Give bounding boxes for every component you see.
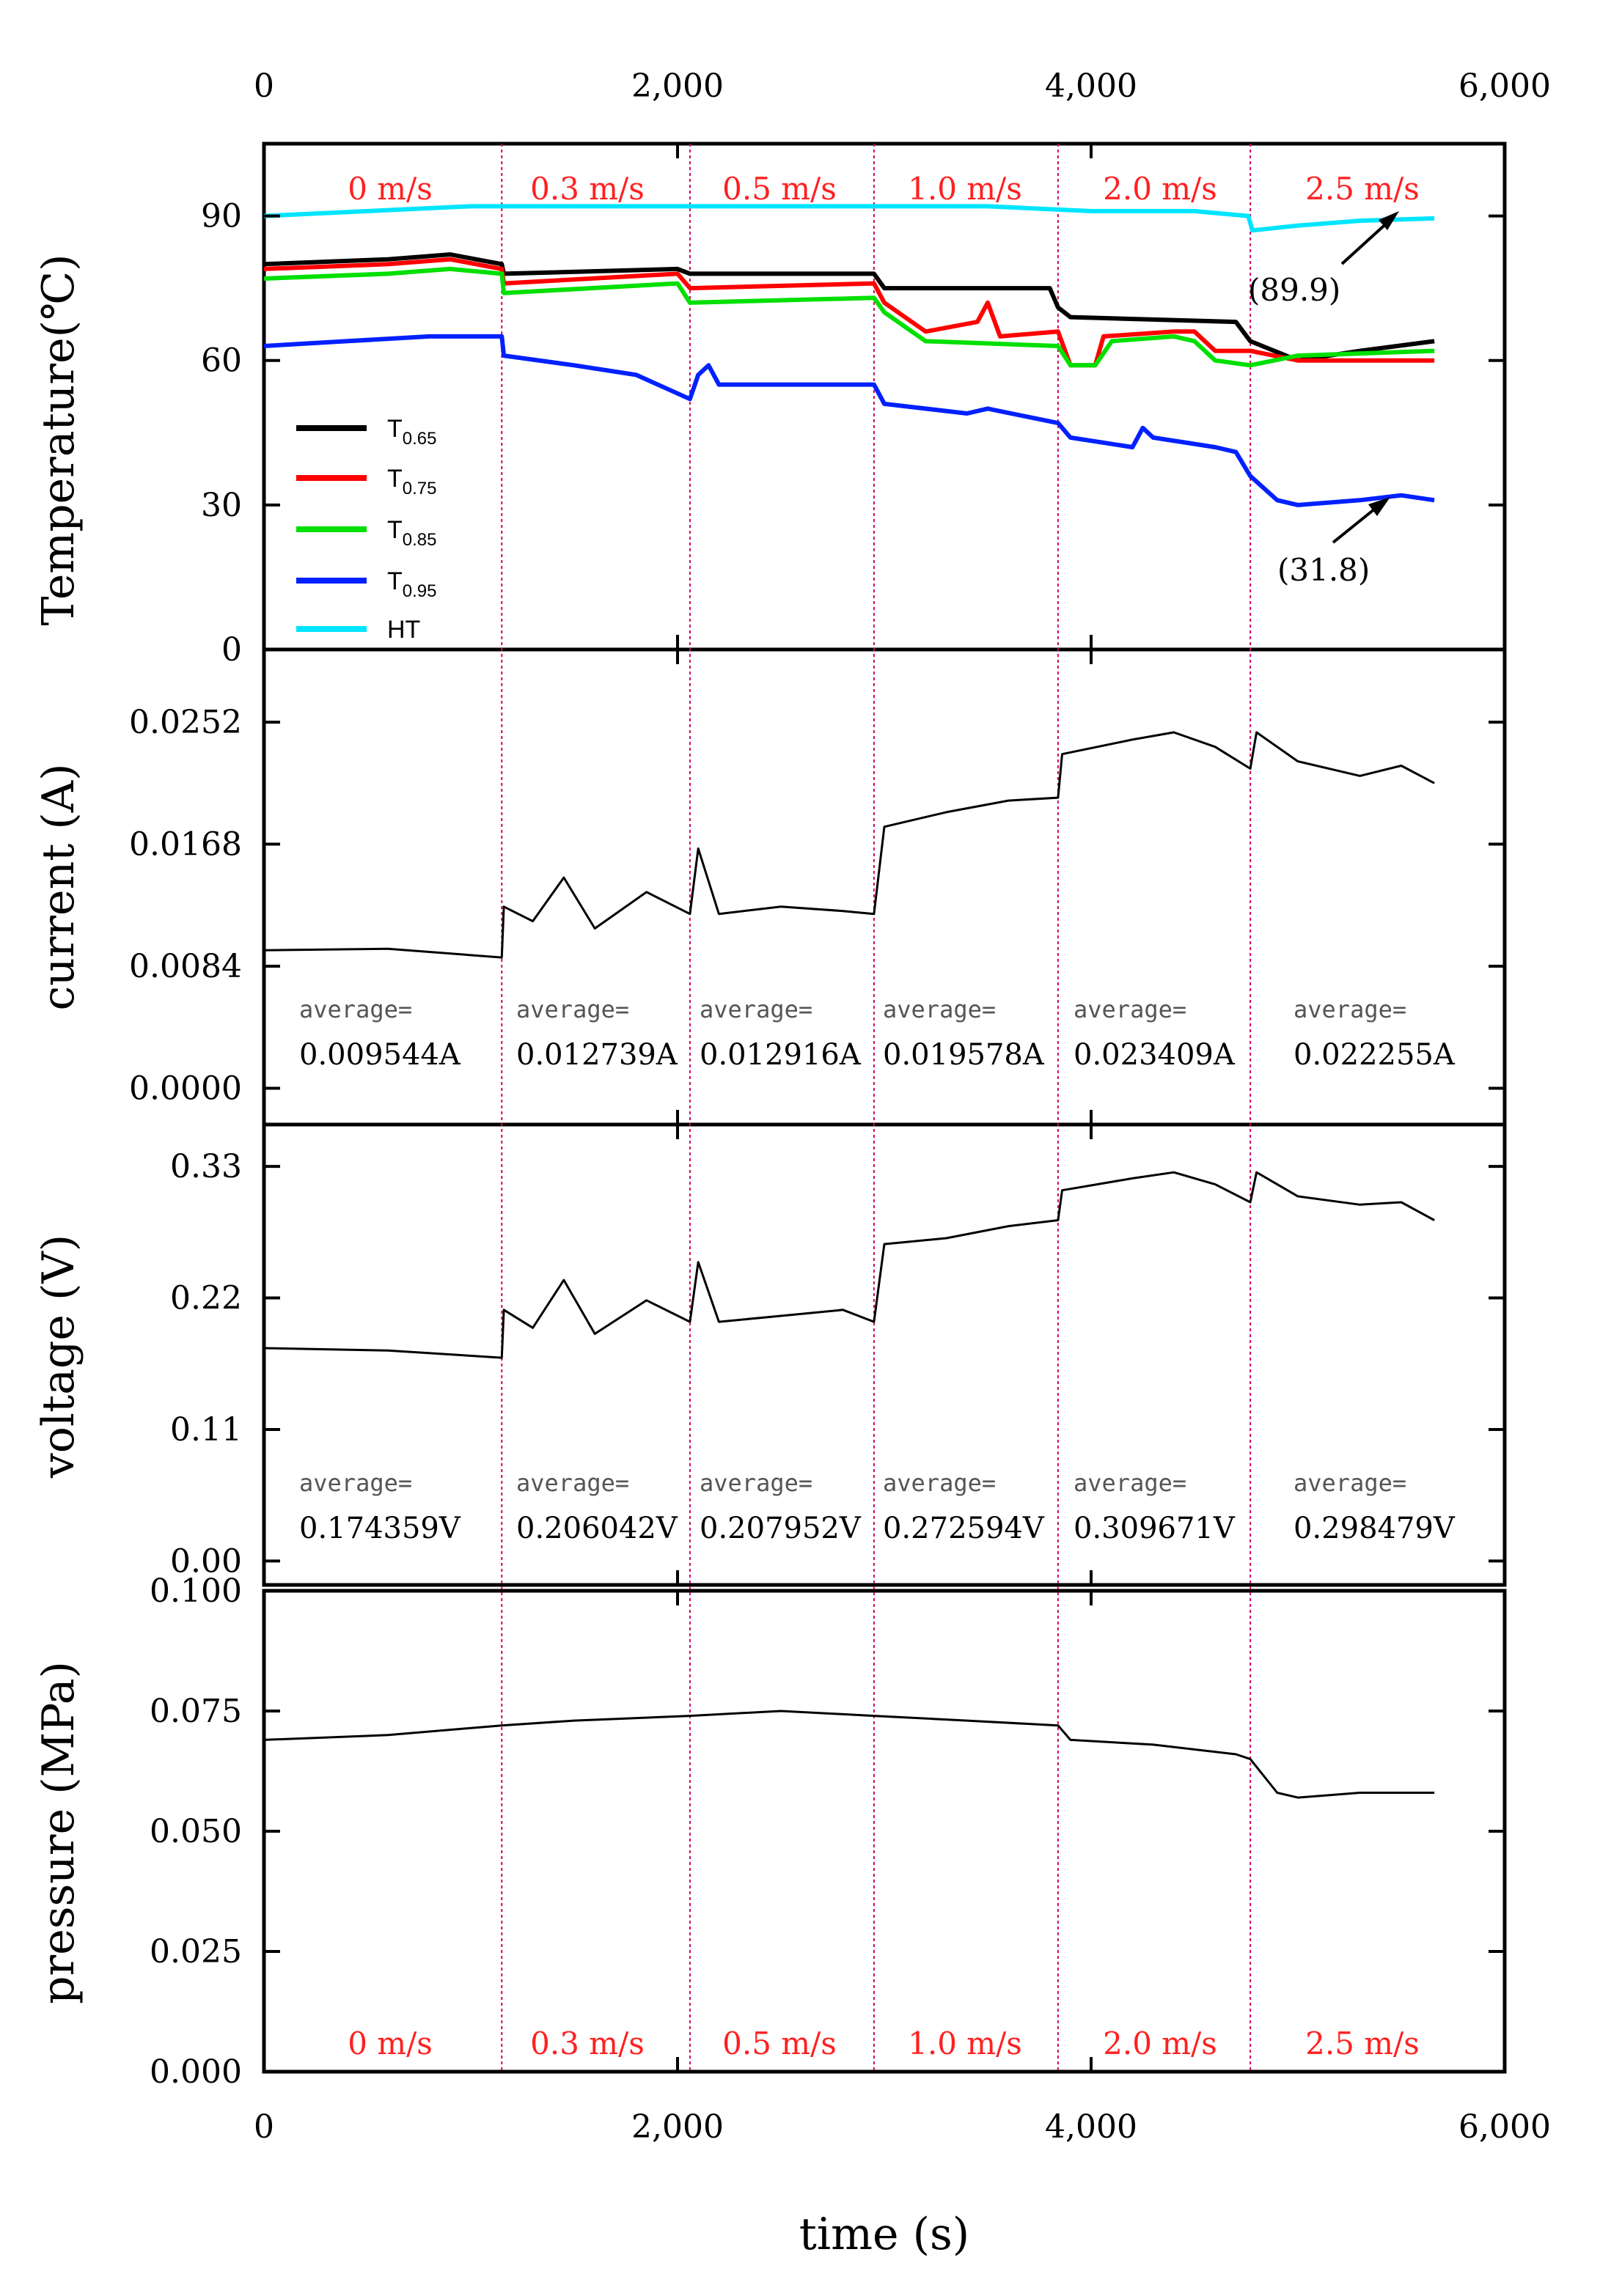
pressure-series-pressure: [263, 1710, 1435, 1799]
current-ytick-label-1: 0.0084: [129, 948, 242, 985]
current-average-caption-5: average=: [1293, 996, 1406, 1023]
pressure-ytick-label-3: 0.075: [150, 1693, 242, 1730]
annotation-ht-final: (89.9): [1248, 211, 1399, 308]
legend-label-ht: HT: [387, 616, 420, 644]
current-average-caption-4: average=: [1074, 996, 1186, 1023]
xtick-label-bottom-1: 2,000: [631, 2108, 724, 2146]
voltage-average-value-3: 0.272594V: [883, 1512, 1045, 1545]
speed-label-bottom-5: 2.5 m/s: [1305, 2025, 1420, 2061]
series-layer: [263, 204, 1435, 1799]
segment-dividers: [501, 144, 1252, 2072]
current-average-caption-2: average=: [700, 996, 812, 1023]
voltage-average-value-4: 0.309671V: [1074, 1512, 1236, 1545]
current-ytick-label-0: 0.0000: [129, 1070, 242, 1107]
current-ytick-label-3: 0.0252: [129, 704, 242, 741]
current-average-caption-3: average=: [883, 996, 996, 1023]
voltage-average-caption-1: average=: [516, 1469, 629, 1497]
voltage-average-caption-0: average=: [299, 1469, 412, 1497]
voltage-panel-frame: [262, 1122, 1507, 1587]
legend-label-t075: T0.75: [387, 465, 437, 498]
current-average-value-0: 0.009544A: [299, 1038, 461, 1072]
annotation-ht-arrowhead: [1379, 211, 1399, 230]
temperature-ytick-label-2: 60: [201, 342, 242, 380]
current-average-value-3: 0.019578A: [883, 1038, 1045, 1072]
temperature-series-T085: [263, 266, 1435, 368]
pressure-panel-frame: [262, 1589, 1507, 2074]
annotation-t095-arrowhead: [1368, 497, 1390, 516]
temperature-series-T095: [263, 334, 1435, 507]
voltage-ytick-label-3: 0.33: [170, 1148, 242, 1185]
speed-label-top-0: 0 m/s: [348, 171, 433, 207]
current-average-value-1: 0.012739A: [516, 1038, 678, 1072]
bottom-speed-labels: 0 m/s 0.3 m/s 0.5 m/s 1.0 m/s 2.0 m/s 2.…: [348, 2025, 1420, 2061]
pressure-ytick-label-4: 0.100: [150, 1572, 242, 1610]
voltage-average-value-5: 0.298479V: [1293, 1512, 1456, 1545]
temperature-axis-title: Temperature(℃): [33, 254, 84, 625]
speed-label-bottom-2: 0.5 m/s: [722, 2025, 837, 2061]
voltage-axis-title: voltage (V): [33, 1235, 84, 1479]
annotation-t095-final: (31.8): [1277, 497, 1390, 588]
xtick-label-bottom-0: 0: [254, 2108, 274, 2146]
temperature-ytick-label-1: 30: [201, 487, 242, 524]
xtick-label-top-2: 4,000: [1045, 67, 1137, 105]
annotation-t095-arrow: [1332, 504, 1380, 544]
speed-label-bottom-4: 2.0 m/s: [1103, 2025, 1217, 2061]
xtick-label-top-3: 6,000: [1458, 67, 1551, 105]
pressure-axis-title: pressure (MPa): [33, 1661, 84, 2004]
current-series-current: [263, 731, 1435, 959]
pressure-ytick-label-1: 0.025: [150, 1933, 242, 1971]
annotation-ht-arrow: [1340, 218, 1392, 265]
xtick-label-top-0: 0: [254, 67, 274, 105]
temperature-ytick-label-0: 0: [221, 631, 242, 669]
legend-label-t085: T0.85: [387, 516, 437, 550]
temperature-series-HT: [263, 204, 1435, 233]
voltage-average-caption-3: average=: [883, 1469, 996, 1497]
speed-label-top-1: 0.3 m/s: [530, 171, 645, 207]
voltage-average-caption-5: average=: [1293, 1469, 1406, 1497]
temperature-series-T065: [263, 252, 1435, 363]
ticks-layer: 03060900.00000.00840.01680.02520.000.110…: [129, 67, 1551, 2146]
voltage-ytick-label-2: 0.22: [170, 1280, 242, 1317]
xtick-label-top-1: 2,000: [631, 67, 724, 105]
voltage-average-value-0: 0.174359V: [299, 1512, 461, 1545]
annotation-t095-text: (31.8): [1277, 552, 1370, 588]
current-axis-title: current (A): [33, 763, 84, 1010]
speed-label-top-5: 2.5 m/s: [1305, 171, 1420, 207]
pressure-ytick-label-0: 0.000: [150, 2053, 242, 2091]
current-average-value-5: 0.022255A: [1293, 1038, 1456, 1072]
current-average-value-4: 0.023409A: [1074, 1038, 1236, 1072]
top-speed-labels: 0 m/s 0.3 m/s 0.5 m/s 1.0 m/s 2.0 m/s 2.…: [348, 171, 1420, 207]
voltage-ytick-label-0: 0.00: [170, 1542, 242, 1580]
current-average-caption-0: average=: [299, 996, 412, 1023]
annotation-ht-text: (89.9): [1248, 272, 1340, 308]
voltage-series-voltage: [263, 1171, 1435, 1359]
x-axis-title: time (s): [799, 2209, 969, 2260]
speed-label-top-3: 1.0 m/s: [908, 171, 1022, 207]
current-average-value-2: 0.012916A: [700, 1038, 862, 1072]
pressure-ytick-label-2: 0.050: [150, 1813, 242, 1850]
legend: T0.65 T0.75 T0.85 T0.95 HT: [296, 415, 437, 644]
xtick-label-bottom-2: 4,000: [1045, 2108, 1137, 2146]
voltage-ytick-label-1: 0.11: [170, 1411, 242, 1449]
voltage-average-caption-2: average=: [700, 1469, 812, 1497]
temperature-ytick-label-3: 90: [201, 198, 242, 235]
xtick-label-bottom-3: 6,000: [1458, 2108, 1551, 2146]
current-average-caption-1: average=: [516, 996, 629, 1023]
voltage-averages: average= 0.174359V average= 0.206042V av…: [299, 1469, 1456, 1545]
speed-label-bottom-1: 0.3 m/s: [530, 2025, 645, 2061]
speed-label-top-4: 2.0 m/s: [1103, 171, 1217, 207]
current-averages: average= 0.009544A average= 0.012739A av…: [299, 996, 1456, 1072]
legend-label-t095: T0.95: [387, 567, 437, 601]
speed-label-top-2: 0.5 m/s: [722, 171, 837, 207]
voltage-average-value-2: 0.207952V: [700, 1512, 862, 1545]
voltage-average-caption-4: average=: [1074, 1469, 1186, 1497]
speed-label-bottom-3: 1.0 m/s: [908, 2025, 1022, 2061]
speed-label-bottom-0: 0 m/s: [348, 2025, 433, 2061]
voltage-average-value-1: 0.206042V: [516, 1512, 678, 1545]
current-ytick-label-2: 0.0168: [129, 826, 242, 864]
legend-label-t065: T0.65: [387, 415, 437, 449]
